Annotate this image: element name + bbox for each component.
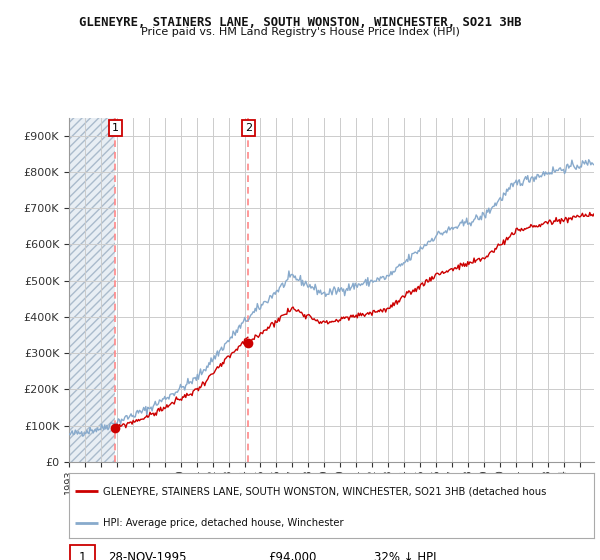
Bar xyxy=(69,118,115,462)
Text: GLENEYRE, STAINERS LANE, SOUTH WONSTON, WINCHESTER, SO21 3HB: GLENEYRE, STAINERS LANE, SOUTH WONSTON, … xyxy=(79,16,521,29)
Text: 2: 2 xyxy=(245,123,252,133)
Text: HPI: Average price, detached house, Winchester: HPI: Average price, detached house, Winc… xyxy=(103,519,344,529)
Text: 1: 1 xyxy=(112,123,119,133)
Text: 28-NOV-1995: 28-NOV-1995 xyxy=(109,550,187,560)
Text: 1: 1 xyxy=(79,550,86,560)
FancyBboxPatch shape xyxy=(70,544,95,560)
Text: Price paid vs. HM Land Registry's House Price Index (HPI): Price paid vs. HM Land Registry's House … xyxy=(140,27,460,37)
Text: GLENEYRE, STAINERS LANE, SOUTH WONSTON, WINCHESTER, SO21 3HB (detached hous: GLENEYRE, STAINERS LANE, SOUTH WONSTON, … xyxy=(103,486,547,496)
Text: £94,000: £94,000 xyxy=(269,550,317,560)
Text: 32% ↓ HPI: 32% ↓ HPI xyxy=(373,550,436,560)
